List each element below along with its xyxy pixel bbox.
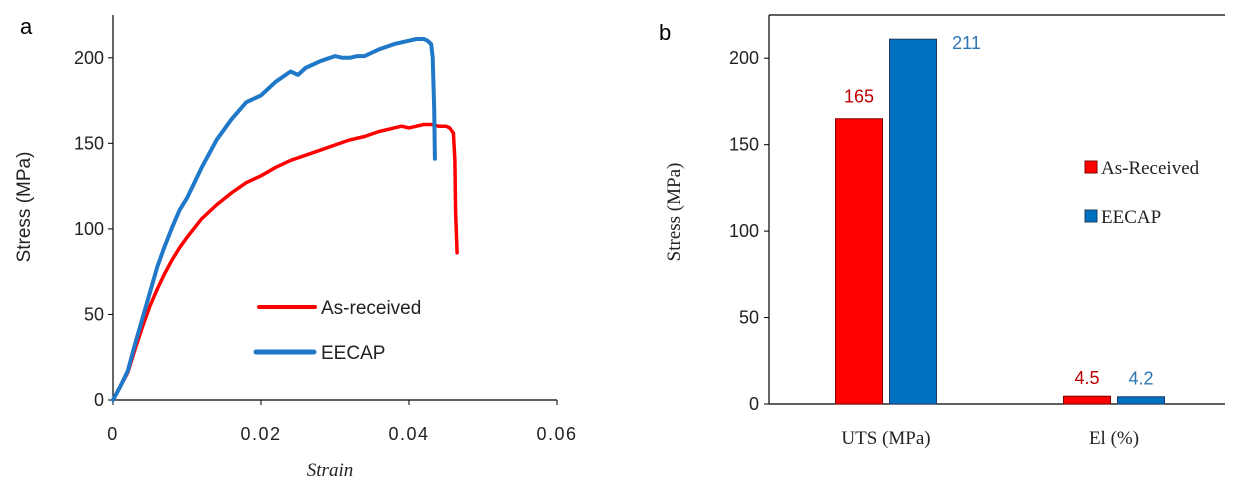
panel-a-x-tick-label: 0 — [107, 424, 119, 444]
bar-eecap-el — [1117, 396, 1165, 405]
legend-label-eecap: EECAP — [321, 343, 385, 364]
series-line-eecap — [111, 37, 437, 402]
panel-a-y-tick-label: 0 — [94, 390, 104, 410]
panel-b-bar-chart: b 0 50 100 150 200 165 211 4.5 4.2 UTS (MPa) El … — [659, 14, 1225, 449]
data-label-as-received-el: 4.5 — [1074, 368, 1099, 388]
legend-swatch-eecap — [1084, 209, 1098, 223]
panel-b-y-tick-label: 150 — [729, 135, 759, 155]
panel-a-label: a — [20, 14, 33, 39]
panel-b-legend: As-Received EECAP — [1084, 158, 1200, 228]
panel-a-x-axis-label: Strain — [307, 460, 353, 481]
panel-a-x-tick-label: 0.04 — [388, 424, 429, 444]
series-line-as-received — [111, 122, 459, 402]
bar-as-received-uts-mpa — [835, 118, 883, 405]
bar-eecap-uts-mpa — [889, 38, 937, 405]
bar-as-received-el — [1063, 395, 1111, 405]
panel-a-y-tick-label: 200 — [74, 48, 104, 68]
legend-label-as-received: As-received — [321, 298, 421, 319]
data-label-as-received-uts-mpa: 165 — [844, 87, 874, 107]
legend-label-eecap: EECAP — [1101, 207, 1161, 228]
panel-a-y-tick-label: 100 — [74, 219, 104, 239]
panel-b-label: b — [659, 20, 671, 45]
data-label-eecap-el: 4.2 — [1128, 369, 1153, 389]
legend-label-as-received: As-Received — [1101, 158, 1200, 179]
panel-a-x-tick-label: 0.02 — [240, 424, 281, 444]
panel-b-y-axis-label: Stress (MPa) — [664, 163, 685, 262]
panel-a-y-tick-label: 150 — [74, 133, 104, 153]
panel-a-y-tick-label: 50 — [84, 304, 104, 324]
panel-b-y-tick-label: 50 — [739, 308, 759, 328]
panel-a-legend: As-received EECAP — [253, 298, 421, 364]
panel-a-x-tick-label: 0.06 — [536, 424, 577, 444]
panel-a-line-chart: a 0 50 100 150 200 0 0.02 0.04 0.06 Stress (MPa… — [14, 14, 577, 481]
panel-b-category-label: El (%) — [1089, 428, 1139, 449]
panel-b-y-tick-label: 200 — [729, 48, 759, 68]
panel-b-y-tick-label: 100 — [729, 221, 759, 241]
panel-a-y-axis-label: Stress (MPa) — [14, 152, 35, 263]
legend-swatch-as-received — [1084, 160, 1098, 174]
panel-b-y-tick-label: 0 — [749, 394, 759, 414]
data-label-eecap-uts-mpa: 211 — [952, 33, 981, 53]
panel-b-category-label: UTS (MPa) — [841, 428, 930, 449]
